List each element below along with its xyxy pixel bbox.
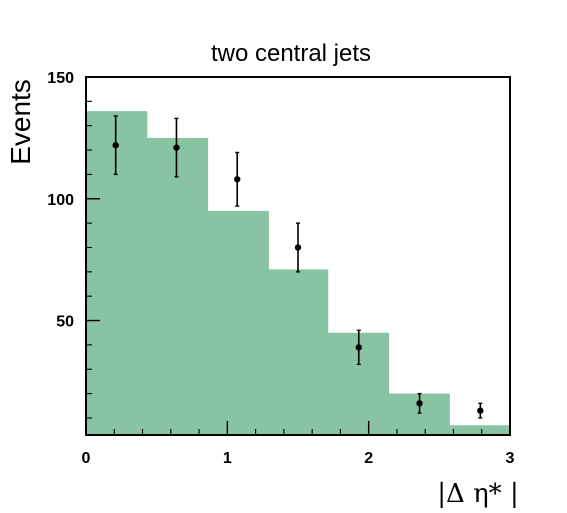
y-tick-label: 150 (47, 70, 74, 87)
x-tick-label: 3 (506, 450, 515, 467)
histogram-bar (146, 137, 209, 436)
data-points (112, 115, 484, 419)
histogram-bar (268, 269, 329, 435)
data-point (234, 151, 241, 207)
data-point (294, 222, 302, 273)
y-tick-label: 50 (56, 314, 74, 331)
x-tick-label: 1 (223, 450, 232, 467)
y-axis-label: Events (5, 79, 36, 165)
data-marker (173, 144, 180, 151)
chart-title: two central jets (211, 40, 371, 67)
x-axis-label: |Δ η* | (437, 479, 518, 509)
data-point (477, 402, 484, 419)
data-marker (294, 244, 302, 251)
y-tick-label: 100 (47, 192, 74, 209)
histogram-bar (86, 111, 148, 435)
data-marker (355, 344, 362, 351)
data-point (112, 115, 119, 176)
data-marker (416, 400, 423, 407)
data-point (173, 117, 180, 178)
data-point (416, 392, 423, 414)
histogram-bar (449, 425, 511, 435)
data-marker (477, 407, 484, 414)
data-marker (112, 141, 119, 149)
data-marker (234, 176, 241, 183)
histogram-bars (86, 111, 511, 436)
histogram-bar (207, 210, 269, 435)
data-point (355, 329, 362, 366)
axes: 0 1 2 3 50 100 150 (47, 70, 514, 467)
plot-frame (85, 76, 511, 436)
x-tick-label: 0 (82, 450, 91, 467)
x-tick-label: 2 (364, 450, 373, 467)
